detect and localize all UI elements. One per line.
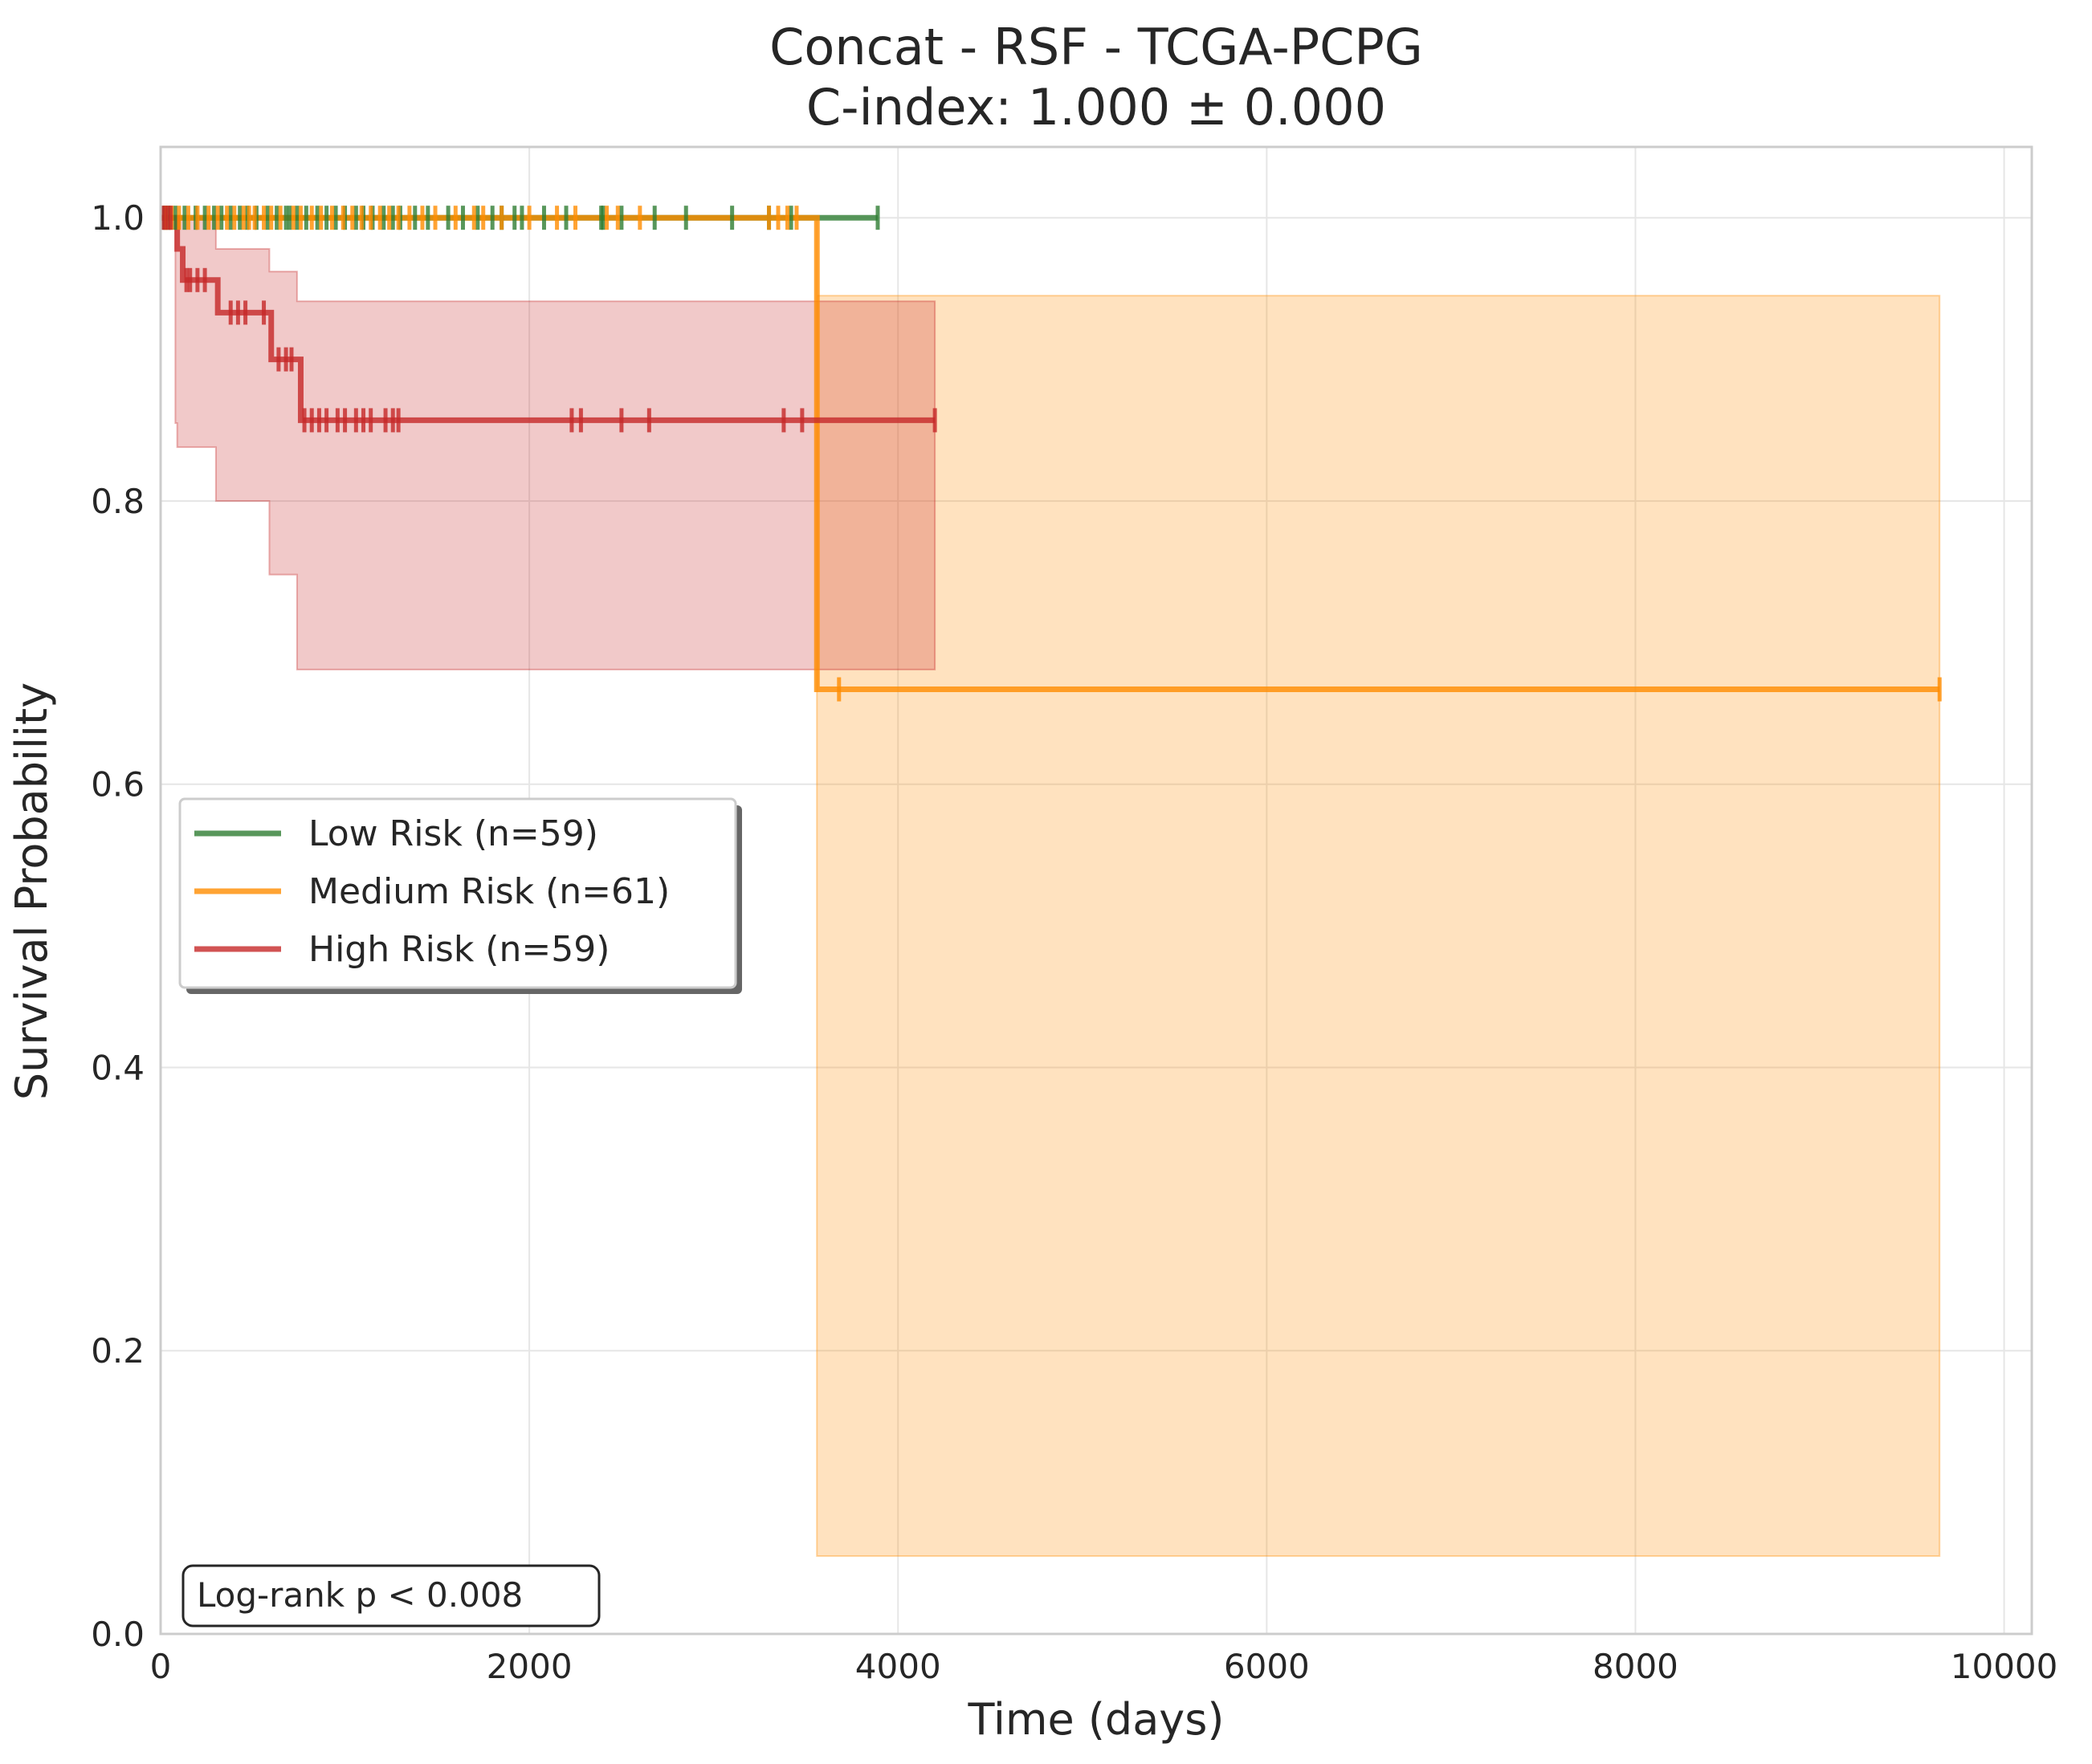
confidence-band [161,217,936,670]
x-tick-label: 4000 [855,1647,941,1686]
x-axis-label: Time (days) [968,1694,1225,1745]
censor-marks [160,206,1942,702]
chart-title: Concat - RSF - TCGA-PCPG [769,18,1423,76]
chart-subtitle: C-index: 1.000 ± 0.000 [806,78,1386,136]
y-tick-label: 0.8 [91,482,145,521]
legend-box [178,797,737,989]
x-tick-label: 8000 [1592,1647,1678,1686]
y-tick-label: 0.6 [91,765,145,805]
legend-label: Medium Risk (n=61) [308,871,670,912]
y-tick-label: 1.0 [91,198,145,238]
x-tick-label: 6000 [1224,1647,1310,1686]
legend-label: High Risk (n=59) [308,929,610,970]
x-tick-label: 2000 [487,1647,573,1686]
survival-curve [161,214,936,423]
survival-curve [161,214,1940,693]
annotation-box [181,1564,601,1628]
legend: Low Risk (n=59) Medium Risk (n=61) High Ri… [178,797,742,994]
y-tick-label: 0.4 [91,1048,145,1087]
legend-label: Low Risk (n=59) [308,813,598,854]
logrank-annotation: Log-rank p < 0.008 [181,1564,601,1628]
x-axis-ticks: 0 2000 4000 6000 8000 10000 [150,1647,2058,1686]
annotation-text: Log-rank p < 0.008 [197,1575,523,1615]
y-tick-label: 0.0 [91,1615,145,1654]
y-axis-label: Survival Probability [6,682,57,1100]
x-tick-label: 10000 [1951,1647,2058,1686]
x-tick-label: 0 [150,1647,172,1686]
y-tick-label: 0.2 [91,1331,145,1371]
y-axis-ticks: 0.0 0.2 0.4 0.6 0.8 1.0 [91,198,145,1654]
plot-frame [159,145,2033,1636]
